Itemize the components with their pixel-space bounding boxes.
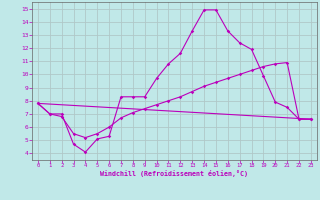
X-axis label: Windchill (Refroidissement éolien,°C): Windchill (Refroidissement éolien,°C) — [100, 170, 248, 177]
